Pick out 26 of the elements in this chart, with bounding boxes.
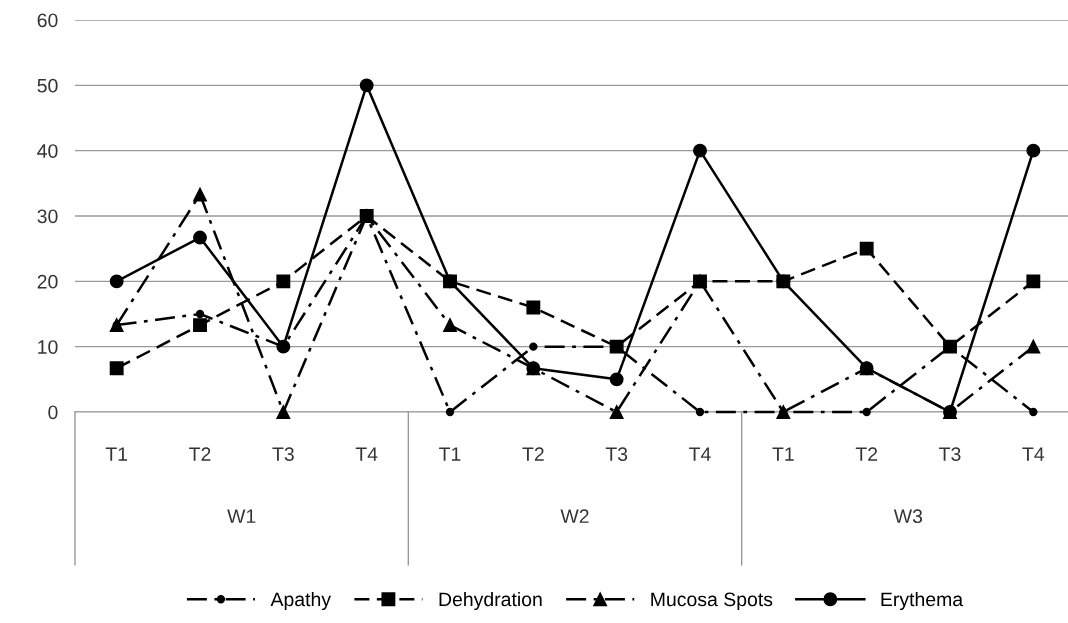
x-tick-label: T2 (855, 447, 878, 461)
y-tick-label: 60 (37, 13, 58, 28)
x-tick-label: T3 (939, 447, 961, 461)
x-tick-label: T1 (105, 447, 128, 461)
x-tick-label: T4 (1022, 447, 1045, 461)
legend-label: Mucosa Spots (651, 592, 773, 611)
y-tick-label: 10 (38, 340, 58, 354)
text: W3 (893, 509, 923, 524)
y-tick-label: 40 (37, 144, 58, 158)
legend-label: Dehydration (439, 591, 542, 611)
y-tick-label: 50 (37, 78, 58, 93)
x-tick-label: T1 (772, 447, 794, 461)
x-tick-label: T1 (439, 447, 461, 461)
text: W1 (227, 509, 256, 523)
y-tick-label: 20 (37, 274, 58, 289)
x-tick-label: T4 (355, 447, 378, 461)
x-tick-label: T2 (189, 447, 211, 461)
legend-label: Apathy (270, 591, 331, 611)
y-tick-label: 30 (37, 209, 58, 224)
x-tick-label: T3 (272, 447, 294, 461)
x-tick-label: T2 (522, 447, 544, 461)
x-tick-label: T4 (689, 447, 711, 461)
x-tick-label: T3 (605, 447, 628, 461)
y-tick-label: 0 (48, 405, 58, 420)
legend-label: Erythema (881, 591, 964, 611)
text: W2 (560, 509, 589, 523)
